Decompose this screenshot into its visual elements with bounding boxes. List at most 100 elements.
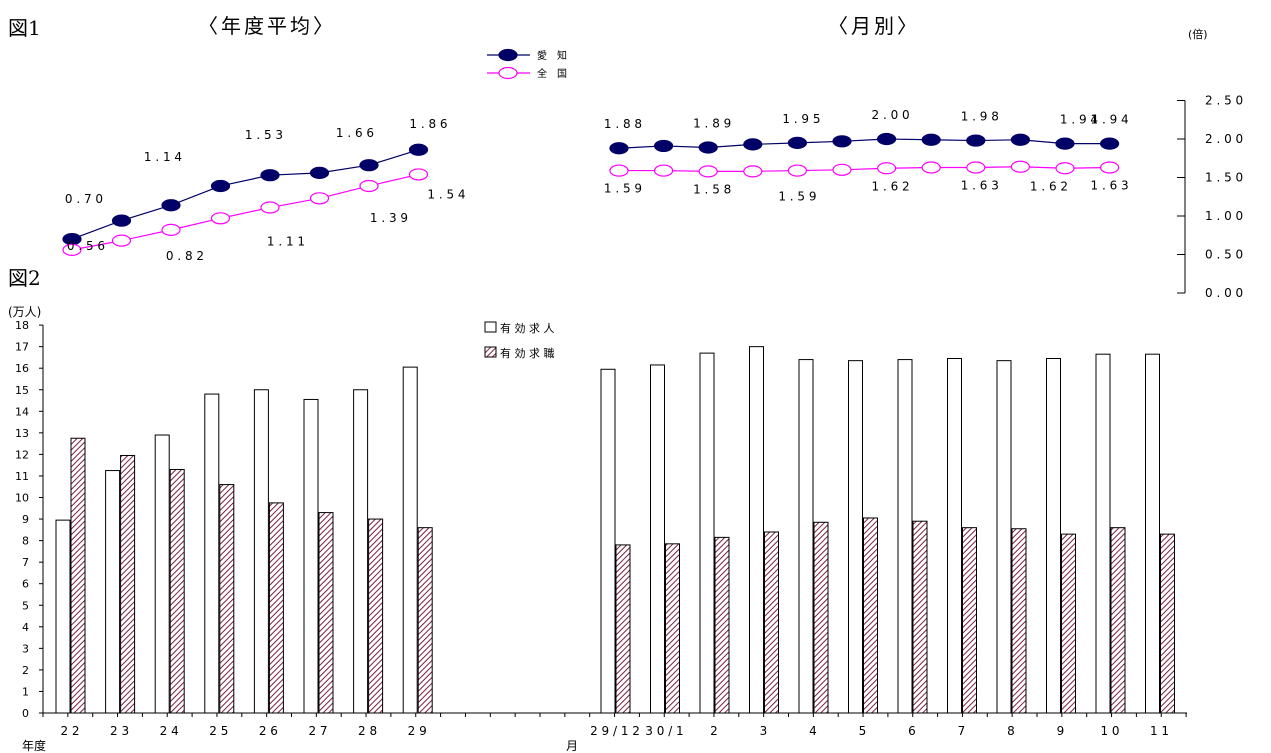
monthly-national-value-label: 1 . 6 2 [872,179,910,193]
legend-marker [498,66,518,80]
annual-job-openings-bar [105,470,121,714]
annual-job-openings-bar [353,389,369,714]
bar-y-tick-label: 0 [22,707,29,720]
monthly-category-label: 2 9 / 1 2 [590,724,640,738]
monthly-national-marker [787,164,808,177]
monthly-category-label: 1 0 [1100,724,1119,738]
monthly-national-marker [1055,162,1075,175]
monthly-job-openings-bar [749,346,764,714]
bar-y-tick-label: 16 [15,362,29,375]
annual-aichi-marker [359,159,379,172]
monthly-job-seekers-bar [1110,527,1126,714]
annual-aichi-value-label: 1 . 8 6 [409,117,447,131]
annual-job-seekers-bar [318,512,334,714]
fiscal-year-axis-label: 年度 [22,738,46,753]
monthly-aichi-value-label: 1 . 8 8 [604,117,642,131]
annual-job-seekers-bar [268,502,284,714]
monthly-aichi-value-label: 1 . 9 5 [782,112,820,126]
bar-y-tick-label: 15 [15,384,29,397]
annual-job-openings-bar [204,393,220,714]
monthly-aichi-line [618,138,1110,149]
monthly-national-marker [609,164,629,177]
monthly-national-line [619,166,1110,172]
ratio-unit-label: (倍) [1188,27,1208,41]
monthly-category-label: 1 1 [1150,724,1169,738]
annual-job-openings-bar [154,434,170,714]
monthly-job-openings-bar [897,359,913,714]
monthly-aichi-marker [966,134,986,147]
monthly-job-seekers-bar [1061,533,1076,714]
figure1-label: 図1 [8,16,41,40]
annual-national-value-label: 0 . 5 6 [67,239,105,253]
monthly-job-openings-bar [996,360,1012,714]
legends: 愛 知全 国有 効 求 人有 効 求 職 [484,48,567,360]
monthly-job-seekers-bar [912,520,928,714]
bar-y-tick-label: 4 [22,621,29,634]
bar-y-tick-label: 13 [15,427,29,440]
annual-aichi-marker [111,214,132,227]
annual-aichi-value-label: 1 . 6 6 [336,126,374,140]
monthly-job-openings-bar [798,359,814,714]
monthly-category-label: 6 [908,724,916,738]
monthly-aichi-value-label: 1 . 9 4 [1060,113,1098,127]
annual-national-marker [309,192,330,205]
legend-seekers-swatch [484,346,497,358]
monthly-category-label: 7 [958,724,966,738]
bar-y-tick-label: 2 [22,664,29,677]
monthly-national-marker [1099,161,1120,174]
bar-y-tick-label: 6 [22,578,29,591]
annual-job-openings-bar [55,519,71,714]
monthly-aichi-marker [832,135,852,148]
ratio-y-tick-label: 2 . 0 0 [1205,132,1243,146]
monthly-category-label: 2 [710,724,718,738]
monthly-national-marker [921,161,941,174]
annual-aichi-marker [309,166,330,179]
annual-job-seekers-bar [169,468,185,714]
annual-national-marker [359,179,379,193]
ratio-y-tick-label: 0 . 5 0 [1205,248,1243,262]
monthly-job-openings-bar [848,360,863,714]
annual-category-label: 2 6 [259,724,278,738]
annual-category-label: 2 4 [160,724,179,738]
monthly-aichi-marker [1055,137,1075,150]
annual-aichi-marker [210,179,231,193]
monthly-aichi-marker [876,132,897,146]
annual-national-marker [260,201,280,214]
legend-aichi-label: 愛 知 [537,49,567,62]
monthly-category-label: 5 [859,724,867,738]
monthly-job-openings-bar [1046,358,1061,714]
monthly-aichi-marker [743,138,763,151]
monthly-category-label: 4 [809,724,817,738]
bar-y-tick-label: 12 [15,448,29,461]
legend-seekers-label: 有 効 求 職 [500,346,555,360]
annual-national-value-label: 1 . 5 4 [427,187,465,201]
monthly-national-value-label: 1 . 5 8 [693,182,731,196]
annual-job-openings-bar [402,366,418,714]
figure2-label: 図2 [8,266,41,290]
monthly-job-openings-bar [947,358,962,714]
annual-job-seekers-bar [368,518,384,714]
monthly-job-seekers-bar [813,521,829,714]
monthly-title: 〈月別〉 [828,14,920,38]
monthly-aichi-marker [921,133,941,146]
bar-y-tick-label: 3 [22,642,29,655]
monthly-national-value-label: 1 . 6 3 [1091,178,1129,192]
annual-category-label: 2 9 [408,724,427,738]
annual-job-seekers-bar [70,437,86,714]
annual-job-seekers-bar [417,527,433,714]
monthly-job-seekers-bar [764,531,779,714]
annual-job-openings-bar [253,389,269,714]
legend-national-label: 全 国 [537,67,567,80]
annual-category-label: 2 5 [209,724,228,738]
bar-y-tick-label: 5 [22,599,29,612]
annual-national-value-label: 0 . 8 2 [166,249,204,263]
monthly-job-seekers-bar [615,544,631,714]
annual-national-value-label: 1 . 3 9 [370,211,408,225]
monthly-aichi-marker [609,142,629,155]
monthly-national-value-label: 1 . 6 2 [1030,179,1068,193]
monthly-national-marker [1010,160,1031,173]
monthly-aichi-value-label: 1 . 9 8 [961,110,999,124]
